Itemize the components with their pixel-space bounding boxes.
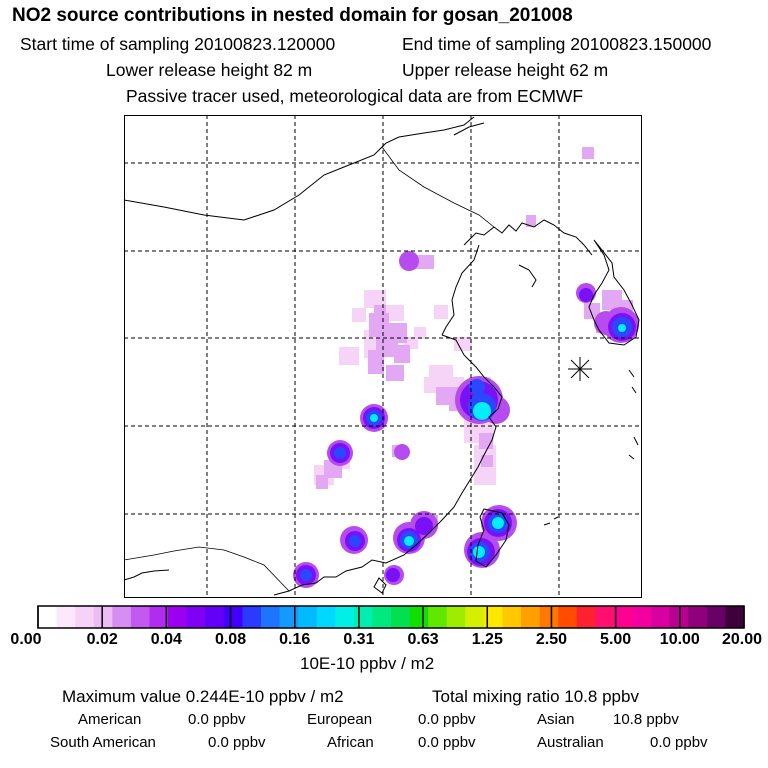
source-contribution-map <box>124 115 642 598</box>
colorbar-cell <box>613 606 633 628</box>
colorbar-tick-label: 0.63 <box>407 631 439 648</box>
colorbar-cell <box>502 606 522 628</box>
colorbar-cell <box>391 606 410 628</box>
colorbar-tick-label: 10.00 <box>659 631 700 648</box>
colorbar-cell <box>353 606 373 628</box>
colorbar-cell <box>576 606 596 628</box>
colorbar-cell <box>93 606 113 628</box>
upper-release-label: Upper release height 62 m <box>402 60 609 80</box>
colorbar-cell <box>651 606 671 628</box>
colorbar-cell <box>595 606 615 628</box>
colorbar-tick-label: 0.16 <box>279 631 311 648</box>
region-american-name: American <box>78 711 142 728</box>
colorbar-cell <box>186 606 206 628</box>
end-time-label: End time of sampling 20100823.150000 <box>402 34 712 54</box>
colorbar-cell <box>521 606 541 628</box>
maximum-value: Maximum value 0.244E-10 ppbv / m2 <box>62 687 344 706</box>
colorbar-cell <box>130 606 150 628</box>
colorbar-cell <box>465 606 485 628</box>
tracer-note: Passive tracer used, meteorological data… <box>126 86 584 106</box>
colorbar-cell <box>428 606 448 628</box>
map-frame <box>124 115 642 598</box>
colorbar-cells <box>38 606 745 628</box>
colorbar-cell <box>483 606 503 628</box>
colorbar-cell <box>205 606 225 628</box>
colorbar-tick-label: 20.00 <box>721 631 763 648</box>
colorbar-cell <box>706 606 726 628</box>
colorbar-cell <box>168 606 188 628</box>
colorbar-cell <box>279 606 299 628</box>
region-american-value: 0.0 ppbv <box>188 711 246 728</box>
colorbar-cell <box>409 606 429 628</box>
colorbar-cell <box>242 606 262 628</box>
page-title: NO2 source contributions in nested domai… <box>12 5 573 26</box>
colorbar-tick-label: 0.08 <box>214 631 247 648</box>
colorbar-tick-label: 0.00 <box>10 631 42 648</box>
region-european-name: European <box>307 711 373 728</box>
region-australian-value: 0.0 ppbv <box>650 734 708 751</box>
region-south-american-value: 0.0 ppbv <box>208 734 266 751</box>
region-asian-value: 10.8 ppbv <box>613 711 679 728</box>
colorbar-cell <box>316 606 336 628</box>
region-south-american-name: South American <box>50 734 156 751</box>
colorbar-tick-label: 0.04 <box>150 631 182 648</box>
colorbar-units: 10E-10 ppbv / m2 <box>300 654 435 673</box>
colorbar-cell <box>149 606 169 628</box>
colorbar-tick-label: 0.31 <box>343 631 375 648</box>
colorbar-cell <box>372 606 392 628</box>
lat-lon-grid <box>124 115 642 598</box>
region-african-name: African <box>327 734 374 751</box>
colorbar-tick-label: 1.25 <box>471 631 503 648</box>
colorbar-frame <box>37 605 745 629</box>
colorbar-cell <box>112 606 132 628</box>
colorbar-tick-label: 5.00 <box>600 631 632 648</box>
colorbar-cell <box>669 606 689 628</box>
lower-release-label: Lower release height 82 m <box>106 60 313 80</box>
colorbar-cell <box>725 606 745 628</box>
colorbar-cell <box>298 606 318 628</box>
total-mixing-ratio: Total mixing ratio 10.8 ppbv <box>432 687 639 706</box>
colorbar-cell <box>223 606 243 628</box>
colorbar-cell <box>75 606 95 628</box>
colorbar-cell <box>335 606 355 628</box>
region-australian-name: Australian <box>537 734 604 751</box>
colorbar-cell <box>56 606 76 628</box>
region-european-value: 0.0 ppbv <box>418 711 476 728</box>
colorbar-cell <box>688 606 708 628</box>
receptor-marker <box>568 357 592 381</box>
colorbar-cell <box>632 606 652 628</box>
colorbar-cell <box>558 606 578 628</box>
colorbar-cell <box>446 606 466 628</box>
coastline <box>124 116 640 596</box>
colorbar-cell <box>539 606 559 628</box>
start-time-label: Start time of sampling 20100823.120000 <box>20 34 336 54</box>
colorbar-tick-label: 0.02 <box>86 631 118 648</box>
country-borders <box>124 146 495 592</box>
region-african-value: 0.0 ppbv <box>418 734 476 751</box>
colorbar-cell <box>260 606 280 628</box>
region-asian-name: Asian <box>537 711 575 728</box>
plume-cyan <box>370 324 626 558</box>
colorbar-cell <box>38 606 57 628</box>
colorbar-tick-label: 2.50 <box>535 631 568 648</box>
